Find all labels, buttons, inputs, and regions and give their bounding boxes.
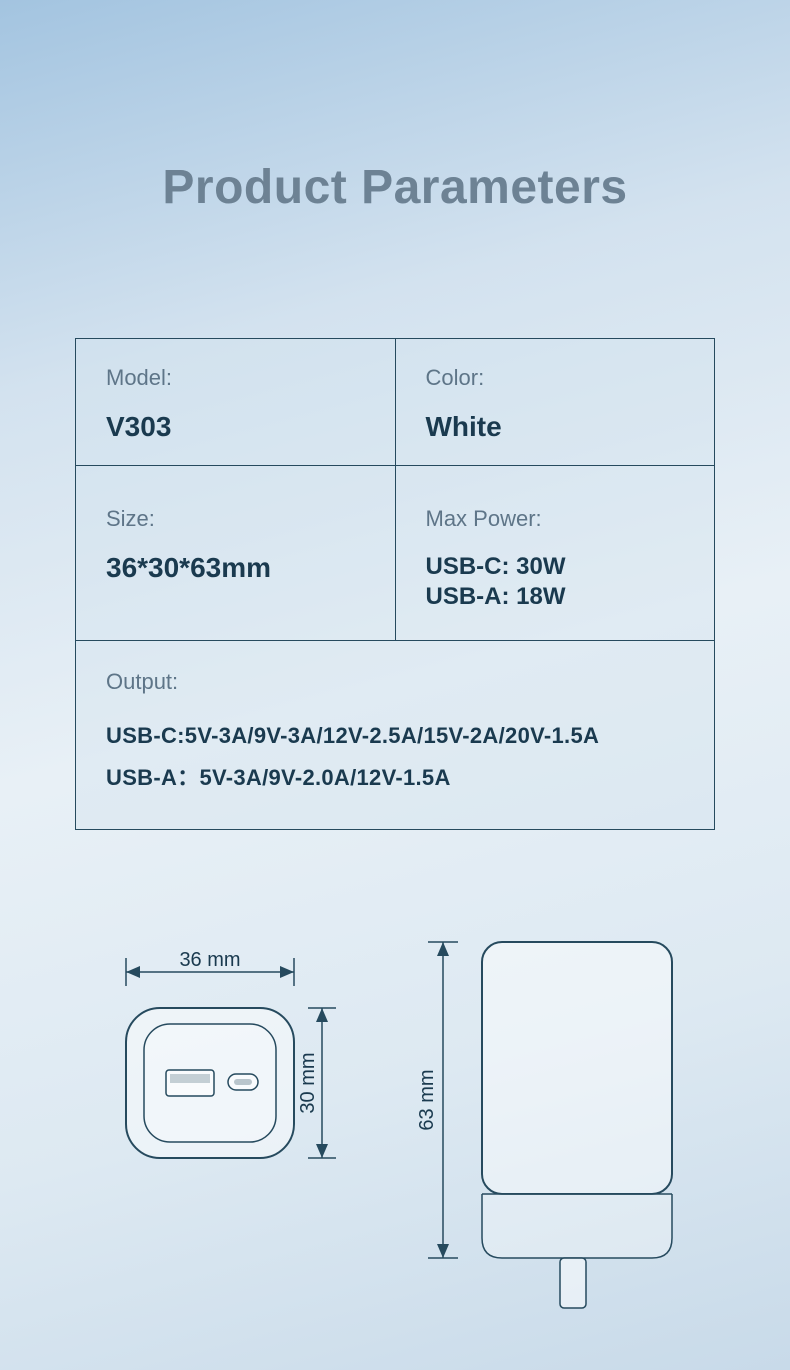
cell-size: Size: 36*30*63mm (76, 466, 396, 640)
table-row: Output: USB-C:5V-3A/9V-3A/12V-2.5A/15V-2… (76, 641, 714, 829)
table-row: Size: 36*30*63mm Max Power: USB-C: 30W U… (76, 466, 714, 641)
table-row: Model: V303 Color: White (76, 339, 714, 466)
spec-table: Model: V303 Color: White Size: 36*30*63m… (75, 338, 715, 830)
output-line1: USB-C:5V-3A/9V-3A/12V-2.5A/15V-2A/20V-1.… (106, 715, 684, 757)
output-line2: USB-A：5V-3A/9V-2.0A/12V-1.5A (106, 757, 684, 799)
dim-width-text: 36 mm (179, 949, 240, 971)
cell-output: Output: USB-C:5V-3A/9V-3A/12V-2.5A/15V-2… (76, 641, 714, 829)
label-color: Color: (426, 365, 685, 391)
maxpower-line2: USB-A: 18W (426, 582, 685, 612)
maxpower-line1: USB-C: 30W (426, 552, 685, 582)
page-title: Product Parameters (0, 160, 790, 215)
label-size: Size: (106, 506, 365, 532)
dim-depth-text: 63 mm (416, 1069, 438, 1130)
dimension-diagrams: 36 mm 30 mm 63 mm (0, 920, 790, 1320)
label-output: Output: (106, 669, 684, 695)
value-maxpower: USB-C: 30W USB-A: 18W (426, 552, 685, 612)
label-maxpower: Max Power: (426, 506, 685, 532)
cell-model: Model: V303 (76, 339, 396, 465)
cell-maxpower: Max Power: USB-C: 30W USB-A: 18W (396, 466, 715, 640)
value-model: V303 (106, 411, 365, 443)
diagram-side: 63 mm (400, 920, 720, 1320)
value-size: 36*30*63mm (106, 552, 365, 584)
diagram-front: 36 mm 30 mm (80, 930, 380, 1210)
cell-color: Color: White (396, 339, 715, 465)
label-model: Model: (106, 365, 365, 391)
dim-height-text: 30 mm (297, 1052, 319, 1113)
value-color: White (426, 411, 685, 443)
